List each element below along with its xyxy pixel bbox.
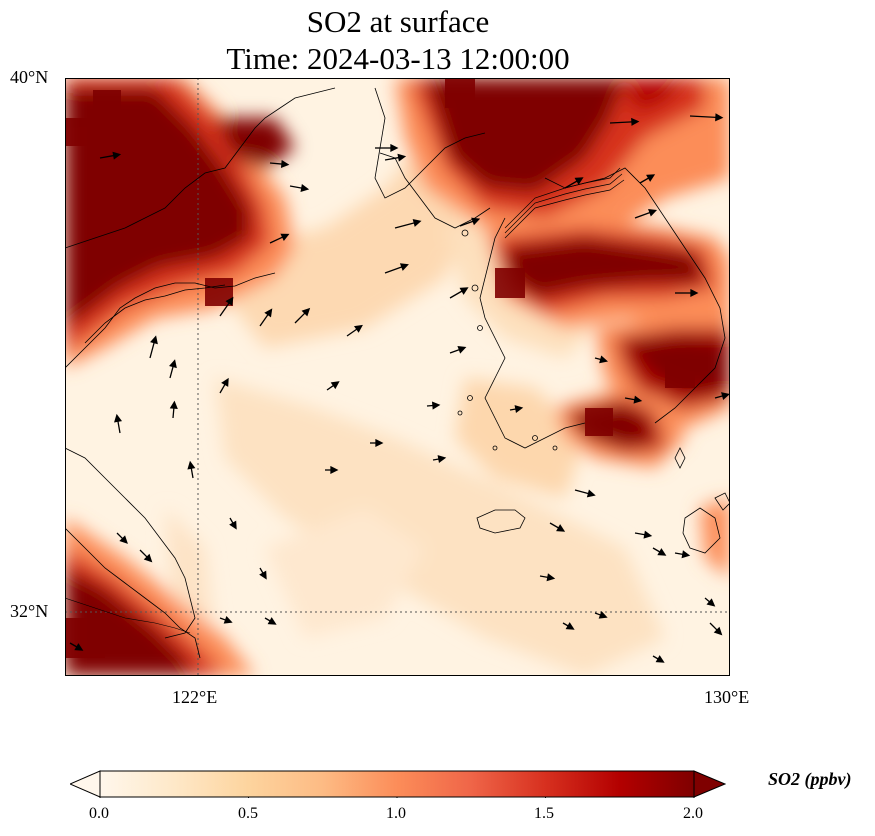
so2-map [65, 78, 730, 676]
colorbar-extend-low [70, 770, 101, 798]
colorbar-tick-label-2: 1.0 [386, 805, 406, 822]
lat-label-40n: 40°N [10, 67, 49, 87]
wind-vectors [69, 113, 730, 663]
map-border [65, 78, 730, 676]
concentration-blocks [65, 78, 695, 658]
colorbar-tick-label-0: 0.0 [89, 805, 109, 822]
colorbar [70, 770, 726, 798]
colorbar-extend-high [693, 770, 726, 798]
lat-label-32n: 32°N [10, 601, 49, 621]
lon-label-130e: 130°E [704, 687, 750, 707]
colorbar-tick-label-4: 2.0 [683, 805, 703, 822]
colorbar-tick-label-1: 0.5 [238, 805, 258, 822]
colorbar-tick-label-3: 1.5 [534, 805, 554, 822]
lon-label-122e: 122°E [172, 687, 218, 707]
colorbar-gradient [99, 770, 695, 798]
coastlines [65, 87, 730, 659]
map-title-line2: Time: 2024-03-13 12:00:00 [226, 41, 570, 76]
colorbar-title: SO2 (ppbv) [768, 769, 852, 789]
concentration-field [65, 78, 730, 676]
map-title-line1: SO2 at surface [306, 4, 490, 39]
